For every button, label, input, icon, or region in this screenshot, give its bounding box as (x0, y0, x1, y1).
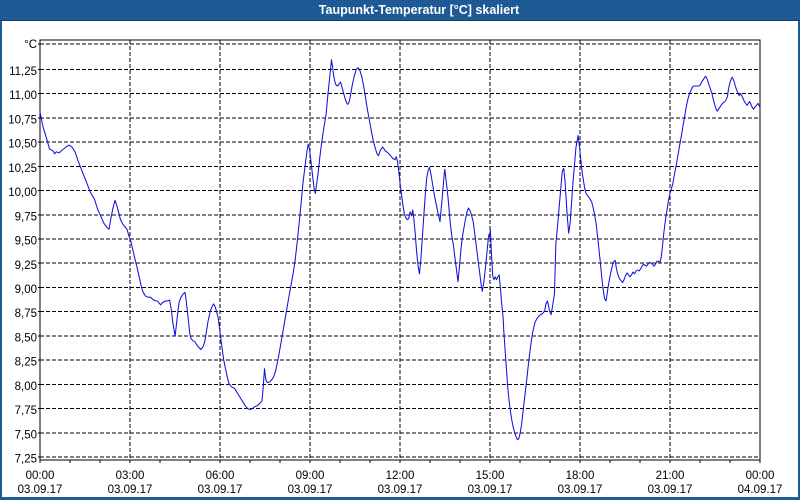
svg-text:11,25: 11,25 (9, 66, 37, 78)
svg-text:21:00: 21:00 (656, 470, 685, 482)
svg-text:04.09.17: 04.09.17 (738, 484, 783, 496)
svg-text:10,75: 10,75 (8, 114, 37, 126)
svg-text:10,00: 10,00 (8, 187, 37, 199)
svg-text:03.09.17: 03.09.17 (558, 484, 603, 496)
svg-text:10,50: 10,50 (8, 139, 37, 151)
svg-text:03.09.17: 03.09.17 (108, 484, 153, 496)
svg-text:8,75: 8,75 (15, 308, 37, 320)
svg-text:9,75: 9,75 (15, 211, 37, 223)
svg-text:7,25: 7,25 (15, 454, 37, 466)
svg-text:9,25: 9,25 (15, 260, 37, 272)
svg-text:00:00: 00:00 (26, 470, 55, 482)
svg-text:7,50: 7,50 (15, 429, 37, 441)
svg-text:03.09.17: 03.09.17 (648, 484, 693, 496)
svg-text:9,00: 9,00 (15, 284, 37, 296)
svg-text:03.09.17: 03.09.17 (378, 484, 423, 496)
svg-text:10,25: 10,25 (8, 163, 37, 175)
svg-text:8,25: 8,25 (15, 357, 37, 369)
svg-text:9,50: 9,50 (15, 236, 37, 248)
svg-text:18:00: 18:00 (566, 470, 595, 482)
svg-text:12:00: 12:00 (386, 470, 415, 482)
svg-text:03.09.17: 03.09.17 (198, 484, 243, 496)
svg-text:03.09.17: 03.09.17 (18, 484, 63, 496)
svg-text:00:00: 00:00 (746, 470, 775, 482)
svg-text:11,00: 11,00 (9, 90, 37, 102)
svg-text:8,00: 8,00 (15, 381, 37, 393)
svg-text:8,50: 8,50 (15, 332, 37, 344)
svg-text:15:00: 15:00 (476, 470, 505, 482)
svg-text:06:00: 06:00 (206, 470, 235, 482)
svg-text:°C: °C (24, 39, 37, 51)
svg-text:03.09.17: 03.09.17 (288, 484, 333, 496)
svg-text:03.09.17: 03.09.17 (468, 484, 513, 496)
svg-text:09:00: 09:00 (296, 470, 325, 482)
svg-text:03:00: 03:00 (116, 470, 145, 482)
svg-text:7,75: 7,75 (15, 405, 37, 417)
